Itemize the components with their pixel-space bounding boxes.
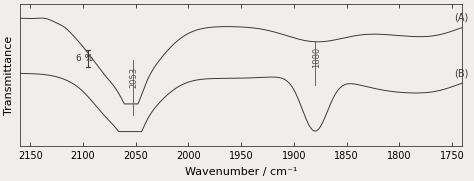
X-axis label: Wavenumber / cm⁻¹: Wavenumber / cm⁻¹ [185,167,297,177]
Text: (A): (A) [454,13,468,23]
Text: 6 %: 6 % [75,54,93,63]
Text: 1880: 1880 [312,47,321,68]
Text: 2053: 2053 [129,67,138,88]
Y-axis label: Transmittance: Transmittance [4,36,14,115]
Text: (B): (B) [454,68,468,78]
